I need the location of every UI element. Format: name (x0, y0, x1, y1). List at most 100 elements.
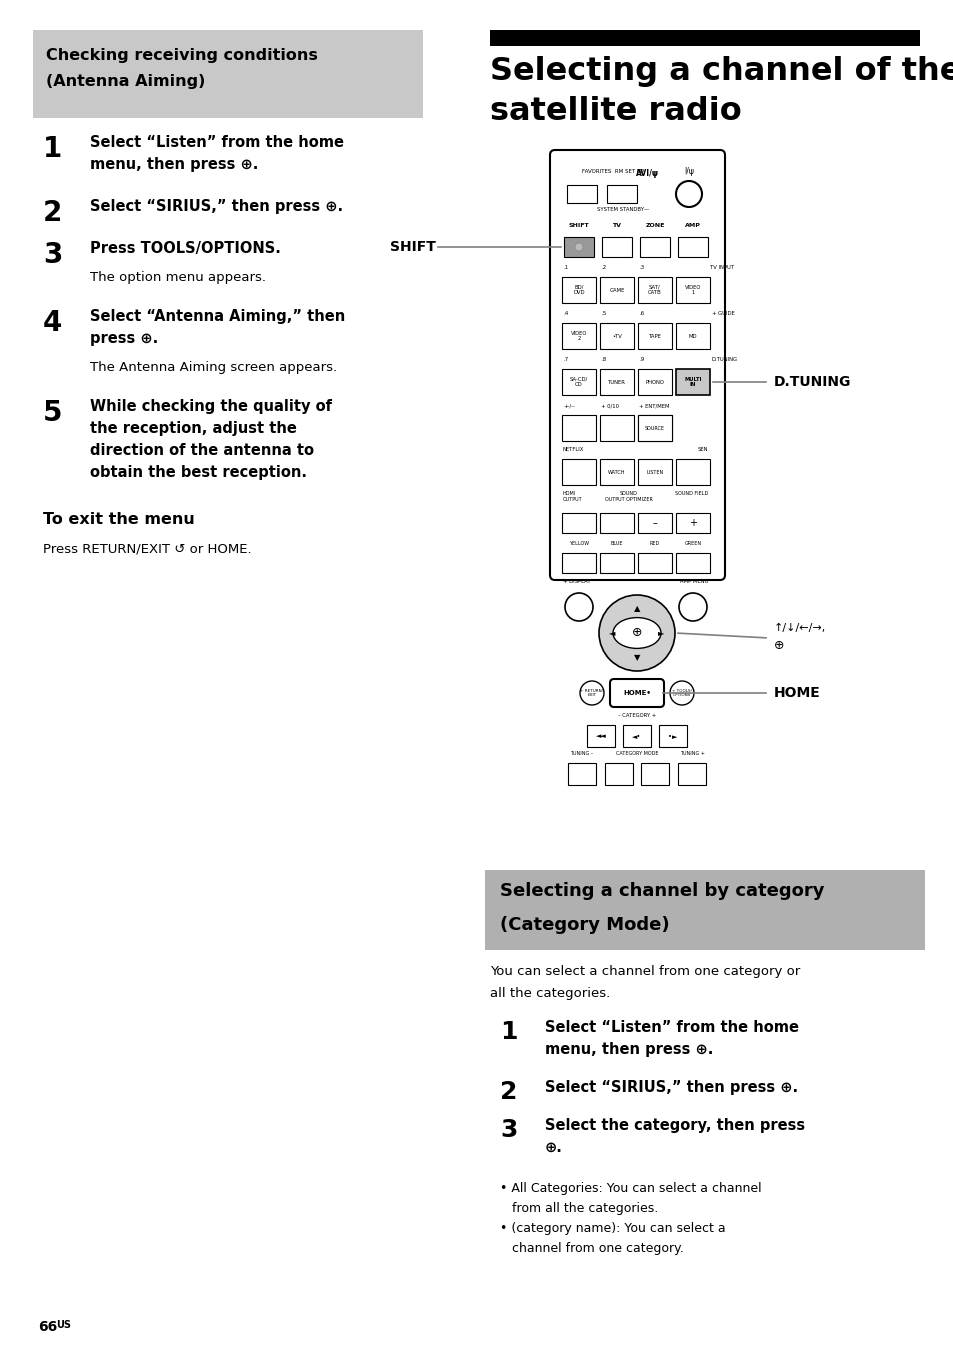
Bar (567, 763, 596, 786)
Bar (638, 458, 671, 485)
Text: channel from one category.: channel from one category. (499, 1242, 683, 1255)
Bar (678, 763, 705, 786)
Text: SEN: SEN (697, 448, 707, 452)
Text: D.TUNING: D.TUNING (711, 357, 738, 362)
Bar (638, 512, 671, 533)
Text: Press RETURN/EXIT ↺ or HOME.: Press RETURN/EXIT ↺ or HOME. (43, 542, 252, 556)
Text: SOUND
OUTPUT OPTIMIZER: SOUND OUTPUT OPTIMIZER (604, 491, 652, 502)
Bar (606, 185, 637, 203)
Bar (566, 185, 597, 203)
Text: Select “Antenna Aiming,” then: Select “Antenna Aiming,” then (90, 310, 345, 324)
Text: SHIFT: SHIFT (390, 241, 436, 254)
Bar (676, 512, 709, 533)
Bar (599, 415, 634, 441)
Text: VIDEO
1: VIDEO 1 (684, 285, 700, 295)
Text: PHONO: PHONO (645, 380, 663, 384)
Bar (638, 415, 671, 441)
Bar (659, 725, 686, 748)
Bar (561, 553, 596, 573)
Text: + 0/10: + 0/10 (600, 403, 618, 408)
Bar (676, 458, 709, 485)
Bar (601, 237, 631, 257)
Text: ⊕.: ⊕. (544, 1140, 562, 1155)
Text: TUNING +: TUNING + (679, 750, 703, 756)
Text: CATEGORY MODE: CATEGORY MODE (615, 750, 658, 756)
Bar (561, 323, 596, 349)
Text: TUNER: TUNER (607, 380, 625, 384)
Bar (586, 725, 615, 748)
Text: Select “SIRIUS,” then press ⊕.: Select “SIRIUS,” then press ⊕. (544, 1080, 798, 1095)
Bar (490, 30, 919, 46)
Text: To exit the menu: To exit the menu (43, 512, 194, 527)
Text: .9: .9 (639, 357, 643, 362)
Text: AVI/ψ: AVI/ψ (635, 169, 658, 178)
Text: – CATEGORY +: – CATEGORY + (618, 713, 656, 718)
Bar (676, 277, 709, 303)
Circle shape (676, 181, 701, 207)
Text: .8: .8 (600, 357, 605, 362)
Text: 66: 66 (38, 1320, 57, 1334)
Bar (33, 30, 422, 118)
Bar (561, 458, 596, 485)
Bar (676, 323, 709, 349)
Text: 3: 3 (499, 1118, 517, 1142)
Text: menu, then press ⊕.: menu, then press ⊕. (544, 1042, 713, 1057)
Text: direction of the antenna to: direction of the antenna to (90, 443, 314, 458)
Ellipse shape (613, 618, 660, 649)
Text: GREEN: GREEN (683, 541, 700, 546)
Circle shape (669, 681, 693, 704)
Text: .6: .6 (639, 311, 643, 316)
Text: D.TUNING: D.TUNING (773, 375, 850, 389)
Text: menu, then press ⊕.: menu, then press ⊕. (90, 157, 258, 172)
Text: press ⊕.: press ⊕. (90, 331, 158, 346)
Text: HDMI
OUTPUT: HDMI OUTPUT (562, 491, 582, 502)
Text: ▲: ▲ (633, 604, 639, 612)
Text: + DISPLAY: + DISPLAY (562, 579, 590, 584)
Circle shape (679, 594, 706, 621)
Text: + TOOLS/
OPTIONS: + TOOLS/ OPTIONS (671, 688, 691, 698)
Text: Select “Listen” from the home: Select “Listen” from the home (544, 1019, 799, 1036)
Text: AMP: AMP (684, 223, 700, 228)
Text: ►: ► (658, 629, 664, 638)
Bar (676, 369, 709, 395)
Text: all the categories.: all the categories. (490, 987, 610, 1000)
Text: The option menu appears.: The option menu appears. (90, 270, 266, 284)
Text: •TV: •TV (612, 334, 621, 338)
Text: ▼: ▼ (633, 653, 639, 662)
Text: Select the category, then press: Select the category, then press (544, 1118, 804, 1133)
Text: BD/
DVD: BD/ DVD (573, 285, 584, 295)
FancyBboxPatch shape (550, 150, 724, 580)
Bar (676, 553, 709, 573)
Text: 5: 5 (43, 399, 63, 427)
Text: • All Categories: You can select a channel: • All Categories: You can select a chann… (499, 1182, 760, 1195)
Text: SA-CD/
CD: SA-CD/ CD (569, 377, 587, 388)
Text: MD: MD (688, 334, 697, 338)
Text: 4: 4 (43, 310, 62, 337)
Text: ↑/↓/←/→,: ↑/↓/←/→, (773, 623, 825, 633)
Text: .7: .7 (562, 357, 568, 362)
Text: LISTEN: LISTEN (646, 469, 663, 475)
Text: AMP MENU: AMP MENU (679, 579, 707, 584)
Text: SYSTEM STANDBY—: SYSTEM STANDBY— (597, 207, 648, 212)
Bar (638, 323, 671, 349)
Bar (599, 553, 634, 573)
Text: TAPE: TAPE (648, 334, 660, 338)
Text: 1: 1 (43, 135, 62, 164)
Text: (Category Mode): (Category Mode) (499, 917, 669, 934)
Text: ⊕: ⊕ (773, 639, 783, 652)
Bar (638, 553, 671, 573)
Text: ◄: ◄ (608, 629, 615, 638)
Text: WATCH: WATCH (608, 469, 625, 475)
FancyBboxPatch shape (609, 679, 663, 707)
Text: ◄◄: ◄◄ (595, 733, 606, 740)
Bar (484, 869, 924, 950)
Circle shape (575, 243, 582, 251)
Text: Checking receiving conditions: Checking receiving conditions (46, 49, 317, 64)
Text: HOME: HOME (773, 685, 820, 700)
Text: I/ψ: I/ψ (683, 168, 693, 176)
Bar (561, 415, 596, 441)
Bar (561, 512, 596, 533)
Text: • (category name): You can select a: • (category name): You can select a (499, 1222, 725, 1234)
Bar (638, 277, 671, 303)
Text: SOUND FIELD: SOUND FIELD (674, 491, 707, 496)
